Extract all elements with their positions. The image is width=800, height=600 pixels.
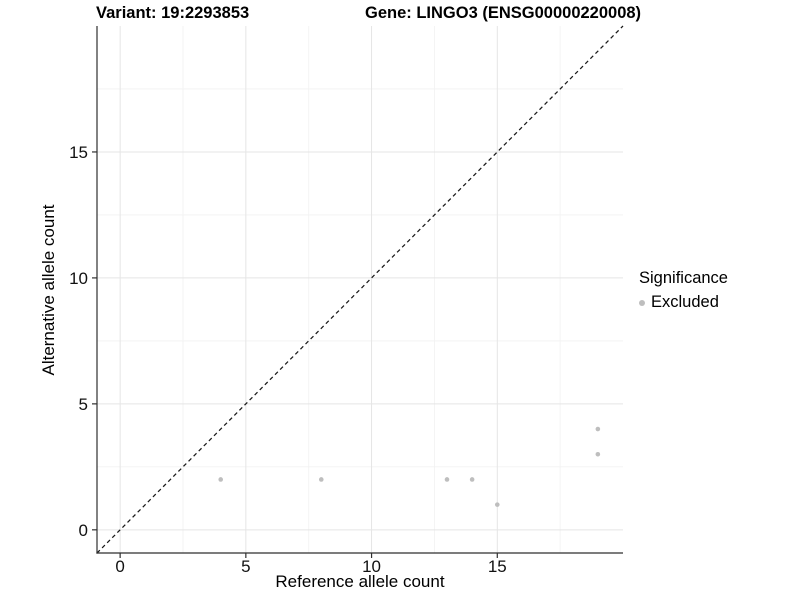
data-point: [318, 477, 324, 482]
x-tick-label: 5: [241, 557, 250, 576]
identity-line: [96, 25, 624, 554]
data-point: [595, 426, 601, 432]
variant-title: Variant: 19:2293853: [96, 4, 250, 22]
data-point: [218, 477, 224, 482]
x-axis-title: Reference allele count: [275, 572, 445, 591]
y-tick-label: 5: [79, 395, 88, 414]
excluded-point-icon: [639, 299, 645, 306]
x-tick-label: 15: [488, 557, 507, 576]
y-axis-title: Alternative allele count: [39, 204, 58, 376]
data-point: [494, 502, 500, 507]
x-tick-label: 10: [362, 557, 381, 576]
x-tick-label: 0: [115, 557, 124, 576]
data-point: [595, 451, 601, 457]
legend-title: Significance: [639, 269, 728, 287]
legend-item-label: Excluded: [651, 293, 719, 311]
legend-item-excluded: Excluded: [639, 293, 728, 312]
y-tick-label: 15: [69, 143, 88, 162]
y-tick-label: 10: [69, 269, 88, 288]
legend: Significance Excluded: [639, 269, 728, 312]
data-point: [469, 477, 475, 482]
y-tick-label: 0: [79, 521, 88, 540]
data-point: [444, 477, 450, 482]
gene-title: Gene: LINGO3 (ENSG00000220008): [365, 4, 642, 22]
